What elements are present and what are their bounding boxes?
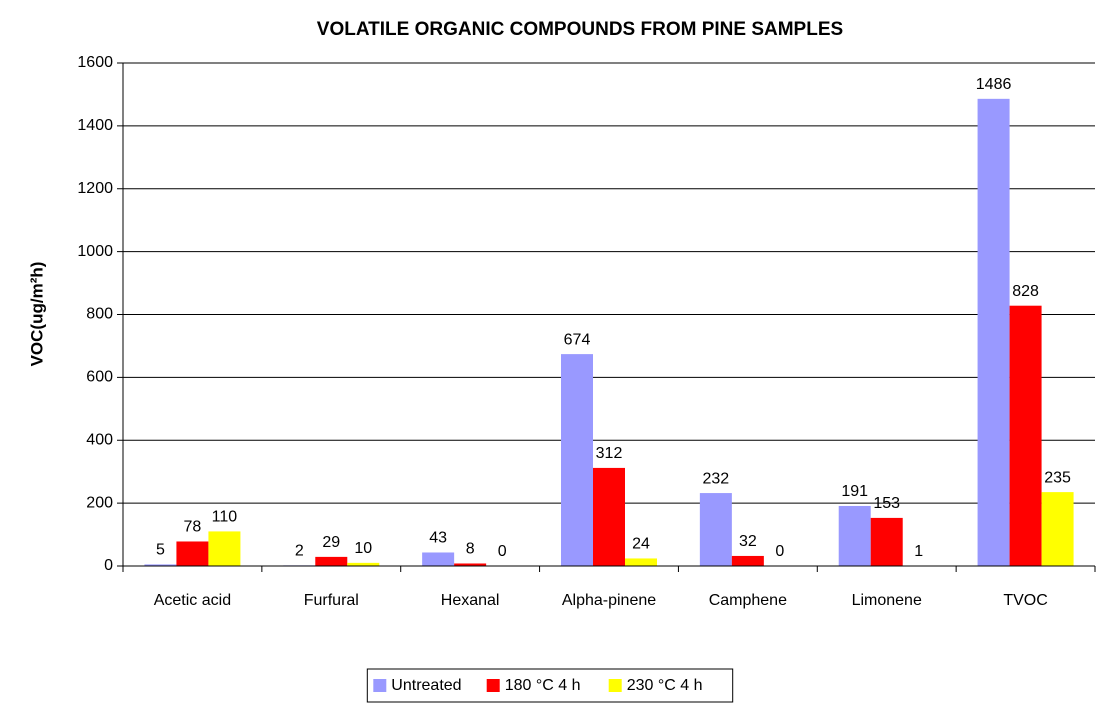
bar <box>347 562 380 566</box>
data-label: 8 <box>466 541 475 558</box>
chart-title: VOLATILE ORGANIC COMPOUNDS FROM PINE SAM… <box>317 19 843 40</box>
bar <box>870 517 903 566</box>
x-tick-label: Hexanal <box>440 592 500 609</box>
data-label: 24 <box>632 536 650 553</box>
y-tick-label: 1600 <box>77 54 113 71</box>
x-tick-label: Limonene <box>851 592 922 609</box>
data-label: 78 <box>184 519 202 536</box>
legend-label: 180 °C 4 h <box>505 677 581 694</box>
data-label: 674 <box>564 331 591 348</box>
legend-swatch <box>608 679 622 692</box>
x-tick-label: Acetic acid <box>153 592 232 609</box>
y-tick-label: 0 <box>104 557 113 574</box>
data-label: 5 <box>156 542 165 559</box>
y-tick-label: 200 <box>86 494 113 511</box>
legend-label: 230 °C 4 h <box>627 677 703 694</box>
data-label: 2 <box>295 543 304 560</box>
data-label: 153 <box>873 495 900 512</box>
data-label: 191 <box>841 483 868 500</box>
bar <box>625 558 657 566</box>
bar <box>208 531 241 566</box>
data-label: 312 <box>596 445 623 462</box>
bar <box>144 564 177 566</box>
data-label: 232 <box>703 470 730 487</box>
bar <box>1009 305 1042 566</box>
data-label: 0 <box>775 543 784 560</box>
y-tick-label: 1200 <box>77 180 113 197</box>
data-label: 1486 <box>976 76 1012 93</box>
data-label: 110 <box>212 509 238 526</box>
bar <box>838 505 871 566</box>
x-tick-label: Alpha-pinene <box>561 592 657 609</box>
data-label: 0 <box>498 543 507 560</box>
y-tick-label: 400 <box>86 431 113 448</box>
data-label: 43 <box>429 530 447 547</box>
legend-swatch <box>486 679 500 692</box>
legend: Untreated 180 °C 4 h 230 °C 4 h <box>366 668 734 703</box>
x-tick-label: Camphene <box>708 592 787 609</box>
x-tick-label: TVOC <box>1003 592 1048 609</box>
bar <box>977 98 1010 567</box>
bar <box>422 552 455 566</box>
y-tick-label: 600 <box>86 369 113 386</box>
y-axis-label: VOC(ug/m²h) <box>27 262 46 367</box>
data-label: 10 <box>354 540 372 557</box>
bar <box>315 556 348 566</box>
data-label: 235 <box>1044 469 1071 486</box>
data-label: 32 <box>739 533 757 550</box>
data-label: 1 <box>914 543 923 560</box>
bar <box>561 354 593 566</box>
bar <box>731 555 764 566</box>
bar <box>454 563 487 566</box>
y-tick-label: 1400 <box>77 117 113 134</box>
y-tick-label: 800 <box>86 306 113 323</box>
legend-box <box>366 668 734 703</box>
bar <box>1041 492 1074 566</box>
bar <box>699 493 732 566</box>
y-tick-label: 1000 <box>77 243 113 260</box>
legend-swatch <box>373 679 387 692</box>
x-tick-label: Furfural <box>303 592 359 609</box>
data-label: 828 <box>1012 283 1039 300</box>
bar <box>593 467 625 566</box>
bar <box>176 541 209 566</box>
data-label: 29 <box>322 534 340 551</box>
legend-label: Untreated <box>391 677 461 694</box>
